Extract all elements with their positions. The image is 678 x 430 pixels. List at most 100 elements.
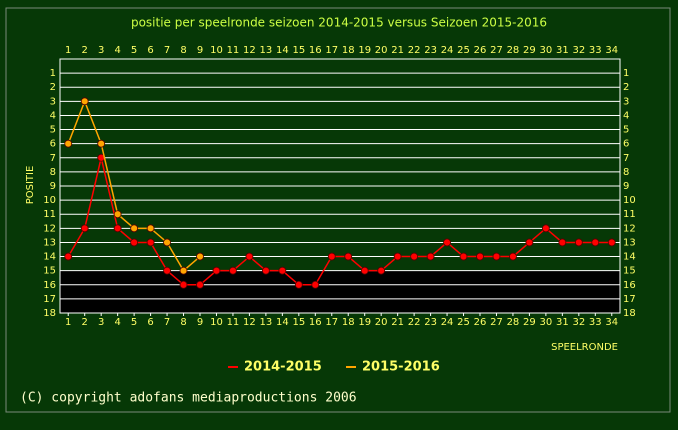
- data-point: [574, 238, 583, 247]
- x-tick-label-top: 24: [441, 45, 454, 56]
- x-tick-label: 19: [358, 317, 371, 328]
- x-tick-label: 25: [457, 317, 470, 328]
- data-point: [525, 238, 534, 247]
- x-tick-label: 14: [276, 317, 289, 328]
- legend-label: 2014-2015: [244, 360, 322, 375]
- x-tick-label: 12: [243, 317, 256, 328]
- legend-label: 2015-2016: [362, 360, 440, 375]
- x-tick-label: 13: [260, 317, 273, 328]
- data-point: [212, 266, 221, 275]
- chart-title: positie per speelronde seizoen 2014-2015…: [131, 16, 547, 30]
- x-tick-label: 5: [131, 317, 137, 328]
- data-point: [591, 238, 600, 247]
- y2-tick-label: 8: [623, 167, 629, 178]
- x-tick-label-top: 15: [292, 45, 305, 56]
- y2-tick-label: 4: [623, 110, 629, 121]
- y2-tick-label: 3: [623, 96, 629, 107]
- x-tick-label-top: 25: [457, 45, 470, 56]
- data-point: [80, 97, 89, 106]
- data-point: [393, 252, 402, 261]
- data-point: [130, 224, 139, 233]
- y2-tick-label: 2: [623, 82, 629, 93]
- y2-tick-label: 15: [623, 266, 636, 277]
- data-point: [410, 252, 419, 261]
- data-point: [196, 280, 204, 289]
- data-point: [80, 224, 89, 233]
- data-point: [179, 280, 188, 289]
- x-tick-label: 26: [474, 317, 487, 328]
- y-tick-label: 14: [43, 252, 56, 263]
- x-tick-label-top: 12: [243, 45, 256, 56]
- x-tick-label-top: 16: [309, 45, 322, 56]
- x-tick-label-top: 31: [556, 45, 569, 56]
- x-tick-label: 20: [375, 317, 388, 328]
- plot-border: [59, 58, 621, 314]
- x-tick-label-top: 22: [408, 45, 421, 56]
- data-point: [97, 139, 106, 148]
- x-tick-label: 28: [507, 317, 520, 328]
- data-point: [146, 238, 155, 247]
- x-tick-label: 2: [82, 317, 88, 328]
- x-tick-label-top: 5: [131, 45, 137, 56]
- data-point: [245, 252, 254, 261]
- y2-tick-label: 10: [623, 195, 636, 206]
- x-tick-label-top: 7: [164, 45, 170, 56]
- x-tick-label-top: 21: [391, 45, 404, 56]
- x-tick-label-top: 4: [114, 45, 120, 56]
- data-point: [509, 252, 517, 261]
- y-tick-label: 6: [50, 139, 56, 150]
- x-tick-label-top: 28: [507, 45, 520, 56]
- x-tick-label: 24: [441, 317, 454, 328]
- y2-tick-label: 9: [623, 181, 629, 192]
- data-point: [163, 238, 171, 247]
- data-point: [229, 266, 237, 275]
- y2-tick-label: 1: [623, 68, 629, 79]
- x-tick-label: 7: [164, 317, 170, 328]
- x-tick-label-top: 27: [490, 45, 503, 56]
- data-point: [261, 266, 270, 275]
- y-tick-label: 12: [43, 223, 56, 234]
- data-point: [311, 280, 320, 289]
- x-tick-label: 15: [292, 317, 305, 328]
- y-tick-label: 1: [50, 68, 56, 79]
- x-tick-label: 18: [342, 317, 355, 328]
- x-tick-label: 3: [98, 317, 104, 328]
- data-point: [607, 238, 616, 247]
- data-point: [163, 266, 171, 275]
- x-tick-label: 23: [424, 317, 437, 328]
- y-tick-label: 15: [43, 266, 56, 277]
- bottom-zone: [60, 270, 620, 313]
- x-tick-label-top: 2: [82, 45, 88, 56]
- data-point: [344, 252, 353, 261]
- y-tick-label: 16: [43, 280, 56, 291]
- data-point: [459, 252, 468, 261]
- y2-tick-label: 16: [623, 280, 636, 291]
- y-tick-label: 13: [43, 237, 56, 248]
- y-tick-label: 18: [43, 308, 56, 319]
- x-tick-label-top: 33: [589, 45, 602, 56]
- series-line: [67, 157, 612, 286]
- data-point: [113, 224, 122, 233]
- data-point: [327, 252, 336, 261]
- y2-tick-label: 17: [623, 294, 636, 305]
- data-point: [179, 266, 188, 275]
- footer: (C) copyright adofans mediaproductions 2…: [20, 391, 357, 406]
- x-tick-label: 33: [589, 317, 602, 328]
- x-tick-label: 9: [197, 317, 203, 328]
- data-point: [426, 252, 435, 261]
- y2-tick-label: 12: [623, 223, 636, 234]
- data-point: [113, 210, 122, 219]
- x-tick-label: 27: [490, 317, 503, 328]
- x-tick-label: 31: [556, 317, 569, 328]
- x-tick-label-top: 13: [260, 45, 273, 56]
- data-point: [294, 280, 303, 289]
- data-point: [130, 238, 139, 247]
- y2-tick-label: 18: [623, 308, 636, 319]
- y-tick-label: 7: [50, 153, 56, 164]
- y-tick-label: 8: [50, 167, 56, 178]
- x-tick-label-top: 8: [180, 45, 186, 56]
- x-tick-label: 1: [65, 317, 71, 328]
- data-point: [146, 224, 155, 233]
- x-tick-label: 30: [540, 317, 553, 328]
- data-point: [278, 266, 287, 275]
